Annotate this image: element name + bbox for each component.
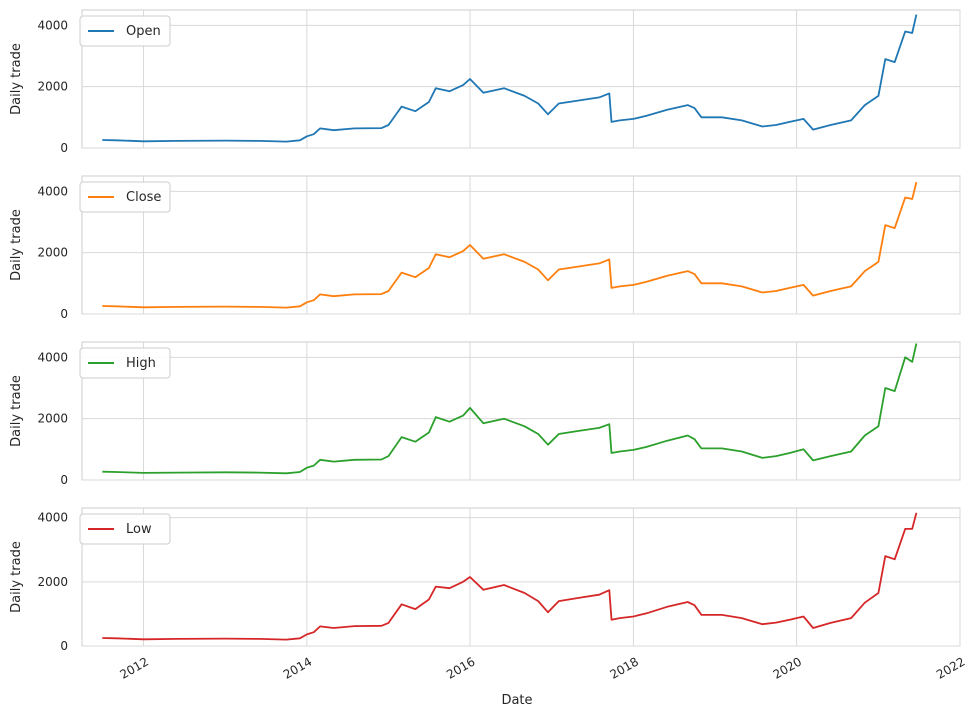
series-line-low <box>102 512 918 641</box>
panel-1: 0 2000 4000 Daily trade Close <box>9 175 961 321</box>
plot-area <box>81 507 961 647</box>
x-tick-label: 2012 <box>118 654 151 681</box>
y-tick-label: 4000 <box>37 511 68 525</box>
y-tick-label: 4000 <box>37 18 68 32</box>
panel-2: 0 2000 4000 Daily trade High <box>9 341 961 487</box>
x-axis-title: Date <box>501 693 532 708</box>
panel-0: 0 2000 4000 Daily trade Open <box>9 9 961 155</box>
y-tick-label: 2000 <box>37 575 68 589</box>
y-tick-label: 4000 <box>37 184 68 198</box>
y-tick-label: 2000 <box>37 80 68 94</box>
y-tick-label: 2000 <box>37 246 68 260</box>
legend-label: High <box>126 356 156 371</box>
legend: High <box>79 347 171 379</box>
y-tick-label: 0 <box>60 141 68 155</box>
legend: Low <box>79 513 171 545</box>
legend-label: Close <box>126 190 161 205</box>
panel-3: 0 2000 4000 Daily trade Low <box>9 507 961 653</box>
y-tick-label: 0 <box>60 639 68 653</box>
y-tick-label: 2000 <box>37 412 68 426</box>
plot-area <box>81 9 961 149</box>
y-tick-label: 4000 <box>37 350 68 364</box>
series-line-close <box>102 181 918 309</box>
legend-label: Low <box>126 522 152 537</box>
y-axis-title: Daily trade <box>9 375 24 447</box>
x-tick-label: 2018 <box>607 654 640 681</box>
x-tick-label: 2022 <box>934 654 967 681</box>
legend-box <box>79 347 171 379</box>
y-tick-label: 0 <box>60 473 68 487</box>
y-axis-title: Daily trade <box>9 43 24 115</box>
legend-box <box>79 181 171 213</box>
legend: Close <box>79 181 171 213</box>
legend: Open <box>79 15 171 47</box>
y-axis-title: Daily trade <box>9 209 24 281</box>
plot-area <box>81 175 961 315</box>
series-line-open <box>102 14 918 143</box>
plot-area <box>81 341 961 481</box>
series-line-high <box>102 343 918 475</box>
legend-box <box>79 15 171 47</box>
x-tick-label: 2020 <box>771 654 804 681</box>
x-tick-label: 2014 <box>281 654 314 681</box>
legend-label: Open <box>126 24 161 39</box>
legend-box <box>79 513 171 545</box>
y-tick-label: 0 <box>60 307 68 321</box>
x-tick-label: 2016 <box>444 654 477 681</box>
y-axis-title: Daily trade <box>9 541 24 613</box>
